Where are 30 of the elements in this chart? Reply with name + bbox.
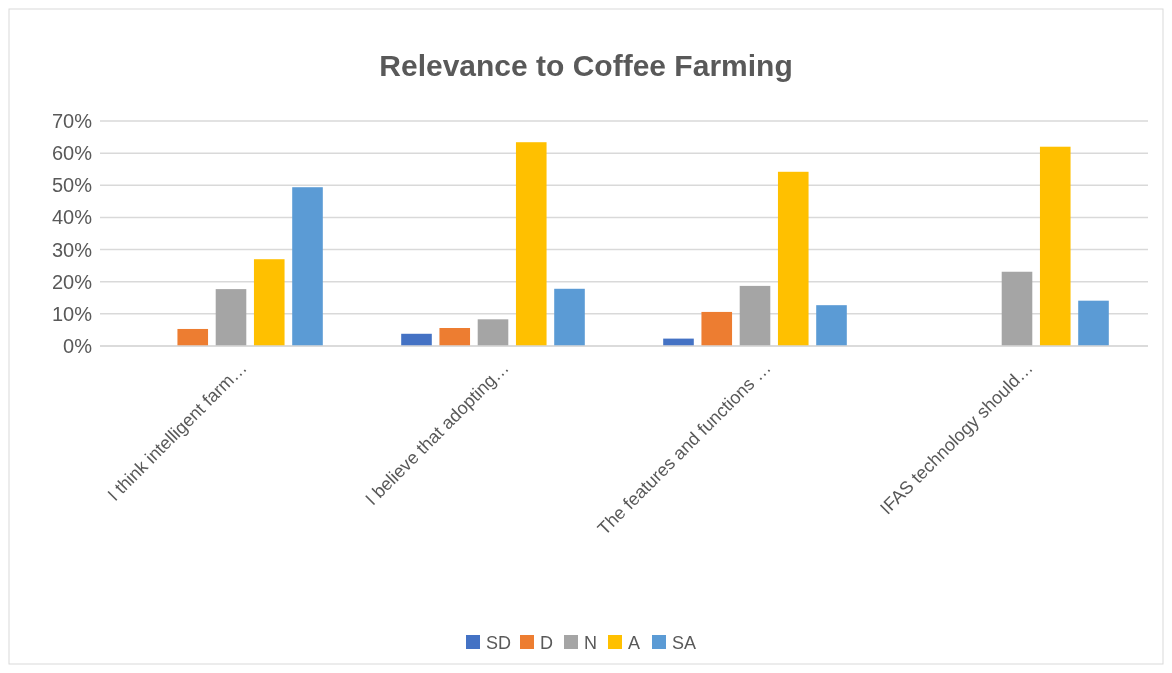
bar — [739, 285, 771, 346]
y-tick-label: 50% — [51, 174, 93, 197]
y-tick-label: 40% — [51, 206, 93, 229]
bar — [1039, 146, 1071, 346]
chart-title: Relevance to Coffee Farming — [379, 49, 793, 82]
bar — [777, 171, 809, 346]
legend-label: SD — [486, 633, 512, 654]
legend-label: N — [584, 633, 597, 654]
bar — [701, 311, 733, 346]
bar — [1001, 271, 1033, 346]
y-tick-label: 30% — [51, 238, 93, 261]
bar — [177, 328, 209, 346]
y-tick-label: 10% — [51, 302, 93, 325]
bar — [401, 333, 432, 346]
bar — [292, 187, 323, 346]
bar — [554, 288, 585, 346]
y-tick-label: 70% — [51, 110, 93, 132]
bar — [477, 319, 509, 346]
bar — [816, 305, 847, 346]
y-tick-label: 20% — [51, 270, 93, 293]
bar — [253, 259, 285, 346]
bar — [439, 328, 471, 346]
legend-label: D — [540, 633, 553, 654]
y-tick-label: 60% — [51, 142, 93, 165]
y-tick-label: 0% — [63, 335, 93, 357]
legend-label: SA — [672, 633, 697, 654]
legend-label: A — [628, 633, 641, 654]
bar — [1078, 300, 1109, 346]
bar — [215, 289, 247, 346]
bar — [515, 142, 547, 346]
